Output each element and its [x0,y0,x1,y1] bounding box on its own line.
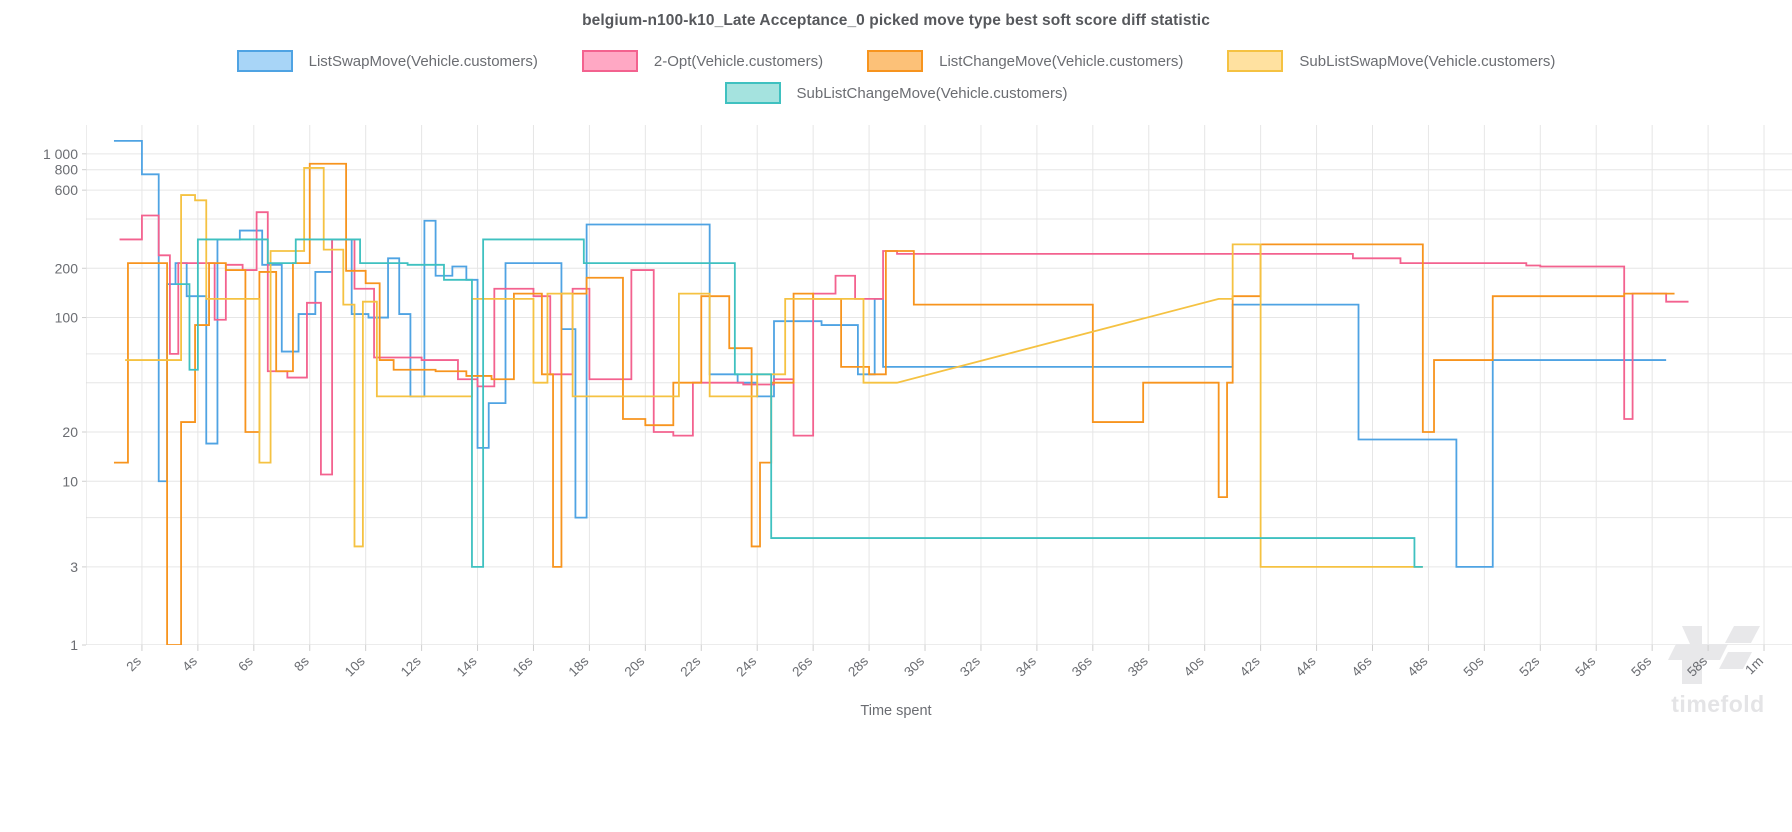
chart-legend: ListSwapMove(Vehicle.customers) 2-Opt(Ve… [0,50,1792,104]
x-tick-label: 16s [510,653,536,679]
legend-item-sublistswapmove[interactable]: SubListSwapMove(Vehicle.customers) [1227,50,1555,72]
series-line [125,167,1423,568]
y-tick-label: 3 [70,559,78,575]
x-tick-label: 44s [1293,653,1319,679]
series-line [175,238,1423,568]
legend-label: SubListSwapMove(Vehicle.customers) [1299,52,1556,70]
legend-item-listswapmove[interactable]: ListSwapMove(Vehicle.customers) [236,50,538,72]
x-tick-label: 6s [235,653,256,674]
x-tick-label: 50s [1460,653,1486,679]
y-tick-label: 200 [55,260,79,276]
y-tick-label: 1 [70,637,78,653]
legend-swatch-icon [1227,50,1284,72]
x-tick-label: 8s [291,653,312,674]
page-title: belgium-n100-k10_Late Acceptance_0 picke… [582,12,1210,29]
x-tick-label: 1m [1742,654,1766,678]
legend-label: ListSwapMove(Vehicle.customers) [308,52,538,70]
x-tick-label: 36s [1069,653,1095,679]
x-tick-label: 20s [621,653,647,679]
y-tick-label: 600 [55,182,79,198]
x-tick-label: 4s [179,653,200,674]
legend-row-1: ListSwapMove(Vehicle.customers) 2-Opt(Ve… [0,50,1792,72]
legend-item-sublistchangemove[interactable]: SubListChangeMove(Vehicle.customers) [724,82,1068,104]
x-tick-label: 24s [733,653,759,679]
y-tick-label: 10 [62,473,78,489]
plot-area [86,125,1792,645]
x-tick-label: 58s [1684,653,1710,679]
x-tick-label: 38s [1125,653,1151,679]
x-tick-label: 42s [1237,653,1263,679]
x-tick-label: 28s [845,653,871,679]
legend-swatch-icon [236,50,293,72]
legend-label: SubListChangeMove(Vehicle.customers) [796,84,1068,102]
y-tick-label: 1 000 [43,146,78,162]
x-tick-label: 32s [957,653,983,679]
x-tick-label: 14s [454,653,480,679]
x-axis-title: Time spent [860,703,932,719]
y-tick-label: 800 [55,162,79,178]
legend-item-2opt[interactable]: 2-Opt(Vehicle.customers) [581,50,824,72]
x-tick-label: 2s [123,653,144,674]
x-tick-label: 40s [1181,653,1207,679]
legend-swatch-icon [724,82,781,104]
x-tick-label: 10s [342,653,368,679]
legend-label: ListChangeMove(Vehicle.customers) [939,52,1184,70]
legend-swatch-icon [581,50,638,72]
x-tick-label: 12s [398,653,424,679]
legend-label: 2-Opt(Vehicle.customers) [653,52,824,70]
legend-swatch-icon [867,50,924,72]
x-tick-label: 56s [1628,653,1654,679]
x-tick-label: 54s [1572,653,1598,679]
series-line [113,139,1667,568]
x-tick-label: 34s [1013,653,1039,679]
x-tick-label: 22s [677,653,703,679]
legend-row-2: SubListChangeMove(Vehicle.customers) [0,82,1792,104]
x-tick-label: 26s [789,653,815,679]
x-tick-label: 52s [1516,653,1542,679]
chart-svg [86,125,1792,645]
x-tick-label: 18s [566,653,592,679]
x-tick-label: 46s [1349,653,1375,679]
x-tick-label: 30s [901,653,927,679]
legend-item-listchangemove[interactable]: ListChangeMove(Vehicle.customers) [867,50,1183,72]
x-tick-label: 48s [1405,653,1431,679]
series-line [113,162,1675,645]
y-tick-label: 20 [62,424,78,440]
y-tick-label: 100 [55,310,79,326]
